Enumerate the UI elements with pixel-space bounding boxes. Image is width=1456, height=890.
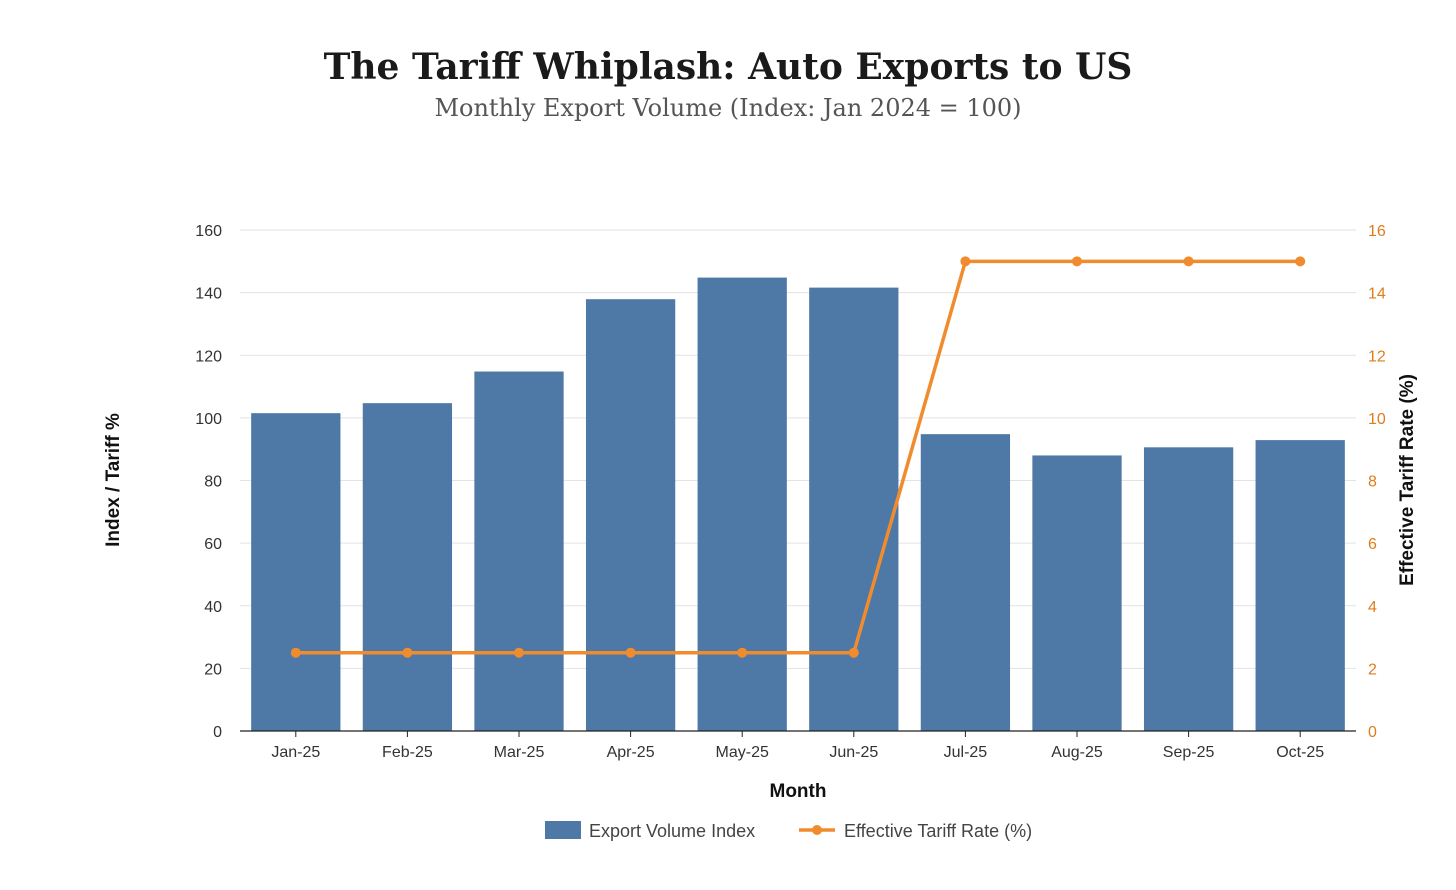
bar: [251, 413, 341, 731]
tariff-point: [960, 256, 971, 267]
y-tick-label: 160: [195, 223, 222, 240]
y-tick-label: 40: [204, 599, 222, 616]
bar: [1255, 440, 1345, 731]
tariff-point: [1183, 256, 1194, 267]
bar: [697, 277, 787, 731]
axes-group: 0 20 40 60 80 100 120 140 160 0 2 4 6 8 10 12 14 16 Jan-25…: [103, 223, 1418, 802]
x-axis-title: Month: [770, 781, 827, 802]
tariff-point: [848, 647, 859, 658]
y-tick-label: 80: [204, 474, 222, 491]
tariff-line: [295, 259, 1301, 655]
tariff-point: [402, 647, 413, 658]
chart-title: The Tariff Whiplash: Auto Exports to US: [323, 46, 1133, 88]
bar: [585, 299, 676, 731]
chart-subtitle: Monthly Export Volume (Index: Jan 2024 =…: [434, 94, 1022, 122]
y-tick-label: 60: [204, 536, 222, 553]
bar: [1143, 447, 1234, 731]
y2-tick-label: 6: [1368, 536, 1377, 553]
y2-tick-label: 10: [1368, 411, 1386, 428]
bars-group: [251, 277, 1345, 731]
legend-label-export-volume: Export Volume Index: [589, 821, 755, 841]
x-tick-label: Apr-25: [607, 744, 655, 761]
x-tick-label: Jan-25: [271, 744, 320, 761]
bar: [362, 403, 453, 731]
x-tick-label: May-25: [716, 744, 769, 761]
legend-label-tariff-rate: Effective Tariff Rate (%): [844, 821, 1032, 841]
tariff-line-group: [290, 256, 1306, 658]
x-tick-label: Oct-25: [1276, 744, 1324, 761]
bar: [474, 371, 564, 731]
y-tick-label: 20: [204, 661, 222, 678]
x-tick-label: Feb-25: [382, 744, 433, 761]
x-tick-label: Mar-25: [494, 744, 545, 761]
bar: [920, 434, 1011, 731]
x-tick-label: Sep-25: [1163, 744, 1215, 761]
tariff-point: [1295, 256, 1306, 267]
x-tick-label: Jul-25: [944, 744, 988, 761]
bar: [1032, 455, 1122, 731]
tariff-point: [737, 647, 748, 658]
legend-swatch-tariff-point: [812, 825, 822, 835]
y2-tick-label: 4: [1368, 599, 1377, 616]
tariff-point: [625, 647, 636, 658]
y-tick-label: 100: [195, 411, 222, 428]
legend: Export Volume Index Effective Tariff Rate…: [545, 821, 1032, 841]
y-tick-label: 140: [195, 286, 222, 303]
y-tick-label: 120: [195, 348, 222, 365]
y-axis-title: Index / Tariff %: [103, 413, 124, 547]
bar: [809, 287, 899, 731]
legend-swatch-export-volume: [545, 821, 581, 839]
y2-tick-label: 8: [1368, 474, 1377, 491]
x-tick-label: Jun-25: [829, 744, 878, 761]
y2-tick-label: 14: [1368, 286, 1386, 303]
tariff-point: [290, 647, 301, 658]
y2-axis-title: Effective Tariff Rate (%): [1397, 374, 1418, 586]
tariff-point: [514, 647, 524, 658]
y2-tick-label: 16: [1368, 223, 1386, 240]
y2-tick-label: 0: [1368, 724, 1377, 741]
y2-tick-label: 2: [1368, 661, 1377, 678]
y2-tick-label: 12: [1368, 348, 1386, 365]
y-tick-label: 0: [213, 724, 222, 741]
x-tick-label: Aug-25: [1051, 744, 1103, 761]
tariff-point: [1072, 256, 1082, 267]
